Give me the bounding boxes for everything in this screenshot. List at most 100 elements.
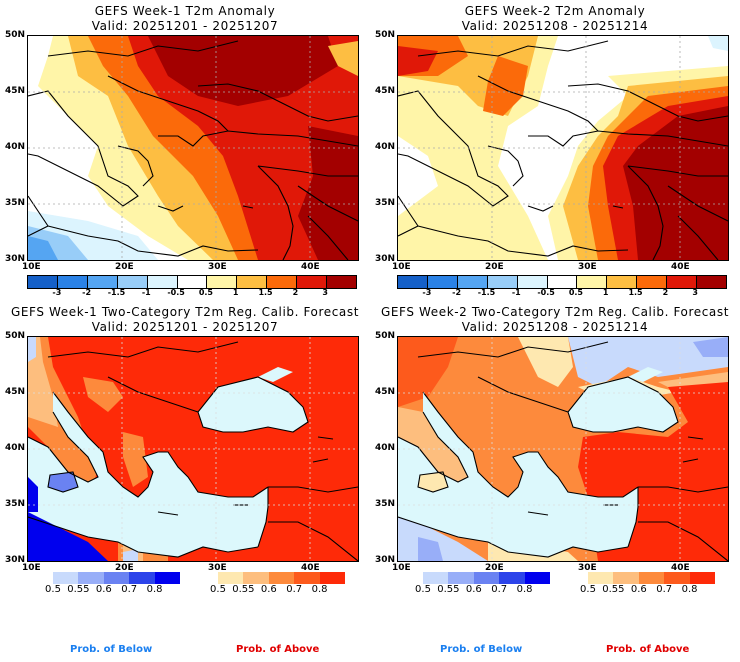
colorbar-tick-label: 0.55: [602, 584, 625, 595]
colorbar-swatch: [667, 276, 698, 288]
lon-label: 40E: [301, 262, 320, 272]
colorbar-swatch: [577, 276, 608, 288]
colorbar-swatch: [57, 276, 88, 288]
anomaly-colorbar: [27, 275, 357, 289]
lon-label: 30E: [578, 262, 597, 272]
colorbar-swatch: [117, 276, 148, 288]
colorbar-swatch: [294, 572, 320, 584]
colorbar-swatch: [103, 572, 130, 584]
colorbar-tick-label: 0.6: [465, 584, 482, 595]
colorbar-swatch: [524, 572, 550, 584]
panel-title: GEFS Week-1 T2m Anomaly: [94, 4, 276, 18]
prob-above-label: Prob. of Above: [606, 644, 690, 655]
colorbar-tick-label: 1: [232, 288, 239, 297]
lat-label: 45N: [5, 387, 26, 397]
coastline-borders: [28, 337, 358, 561]
colorbar-swatch: [664, 572, 690, 584]
colorbar-swatch: [297, 276, 328, 288]
lon-label: 40E: [671, 563, 690, 573]
lon-label: 30E: [208, 563, 227, 573]
colorbar-tick-label: 0.8: [311, 584, 328, 595]
colorbar-swatch: [268, 572, 295, 584]
lon-label: 30E: [208, 262, 227, 272]
above-colorbar: [588, 572, 715, 584]
colorbar-swatch: [638, 572, 665, 584]
map-week2-anomaly: [397, 35, 729, 261]
coastline-borders: [398, 36, 728, 260]
colorbar-swatch: [177, 276, 208, 288]
lat-label: 30N: [375, 254, 396, 264]
panel-title: GEFS Week-1 Two-Category T2m Reg. Calib.…: [10, 305, 360, 319]
lon-label: 10E: [392, 563, 411, 573]
colorbar-tick-label: 0.8: [681, 584, 698, 595]
lon-label: 20E: [115, 262, 134, 272]
colorbar-tick-label: 0.55: [437, 584, 460, 595]
colorbar-swatch: [588, 572, 614, 584]
colorbar-tick-label: -1: [141, 288, 151, 297]
lon-label: 20E: [485, 563, 504, 573]
colorbar-tick-label: 0.8: [146, 584, 163, 595]
prob-below-label: Prob. of Below: [440, 644, 523, 655]
lat-label: 50N: [5, 30, 26, 40]
colorbar-swatch: [697, 276, 726, 288]
colorbar-tick-label: 2: [662, 288, 669, 297]
colorbar-tick-label: 0.7: [656, 584, 673, 595]
lat-label: 50N: [375, 30, 396, 40]
panel-week1-prob: GEFS Week-1 Two-Category T2m Reg. Calib.…: [0, 300, 370, 662]
prob-below-label: Prob. of Below: [70, 644, 153, 655]
map-week1-anomaly: [27, 35, 359, 261]
colorbar-swatch: [87, 276, 118, 288]
lat-label: 35N: [375, 499, 396, 509]
colorbar-swatch: [218, 572, 244, 584]
colorbar-swatch: [487, 276, 518, 288]
panel-valid-date: Valid: 20251208 - 20251214: [461, 19, 649, 33]
colorbar-tick-label: 0.7: [491, 584, 508, 595]
panel-title: GEFS Week-2 Two-Category T2m Reg. Calib.…: [380, 305, 730, 319]
colorbar-tick-label: 0.55: [67, 584, 90, 595]
colorbar-swatch: [423, 572, 449, 584]
lat-label: 45N: [375, 86, 396, 96]
prob-above-label: Prob. of Above: [236, 644, 320, 655]
panel-week2-anomaly: GEFS Week-2 T2m Anomaly Valid: 20251208 …: [370, 0, 740, 300]
lon-label: 10E: [392, 262, 411, 272]
map-week2-prob: [397, 336, 729, 562]
colorbar-swatch: [267, 276, 298, 288]
lon-label: 20E: [485, 262, 504, 272]
colorbar-swatch: [448, 572, 474, 584]
colorbar-tick-label: 0.8: [516, 584, 533, 595]
colorbar-swatch: [28, 276, 58, 288]
colorbar-tick-label: 0.5: [210, 584, 226, 595]
colorbar-tick-label: 0.7: [286, 584, 303, 595]
below-colorbar: [423, 572, 550, 584]
panel-week1-anomaly: GEFS Week-1 T2m Anomaly Valid: 20251201 …: [0, 0, 370, 300]
colorbar-swatch: [53, 572, 79, 584]
panel-valid-date: Valid: 20251201 - 20251207: [91, 320, 279, 334]
panel-valid-date: Valid: 20251201 - 20251207: [91, 19, 279, 33]
lon-label: 40E: [301, 563, 320, 573]
colorbar-tick-label: 1.5: [258, 288, 273, 297]
lat-label: 35N: [5, 499, 26, 509]
colorbar-tick-label: 0.5: [415, 584, 431, 595]
colorbar-swatch: [237, 276, 268, 288]
lat-label: 45N: [375, 387, 396, 397]
colorbar-swatch: [689, 572, 715, 584]
lon-label: 10E: [22, 262, 41, 272]
colorbar-tick-label: -3: [52, 288, 62, 297]
colorbar-swatch: [457, 276, 488, 288]
lat-label: 30N: [5, 555, 26, 565]
colorbar-swatch: [499, 572, 525, 584]
colorbar-swatch: [154, 572, 180, 584]
coastline-borders: [398, 337, 728, 561]
anomaly-colorbar: [397, 275, 727, 289]
colorbar-tick-label: -2: [82, 288, 92, 297]
colorbar-swatch: [327, 276, 356, 288]
lat-label: 30N: [5, 254, 26, 264]
colorbar-tick-label: 1.5: [628, 288, 643, 297]
colorbar-tick-label: 3: [322, 288, 328, 297]
colorbar-swatch: [427, 276, 458, 288]
colorbar-swatch: [607, 276, 638, 288]
colorbar-swatch: [147, 276, 178, 288]
colorbar-tick-label: 1: [602, 288, 609, 297]
panel-title: GEFS Week-2 T2m Anomaly: [464, 4, 646, 18]
colorbar-tick-label: 0.6: [630, 584, 647, 595]
